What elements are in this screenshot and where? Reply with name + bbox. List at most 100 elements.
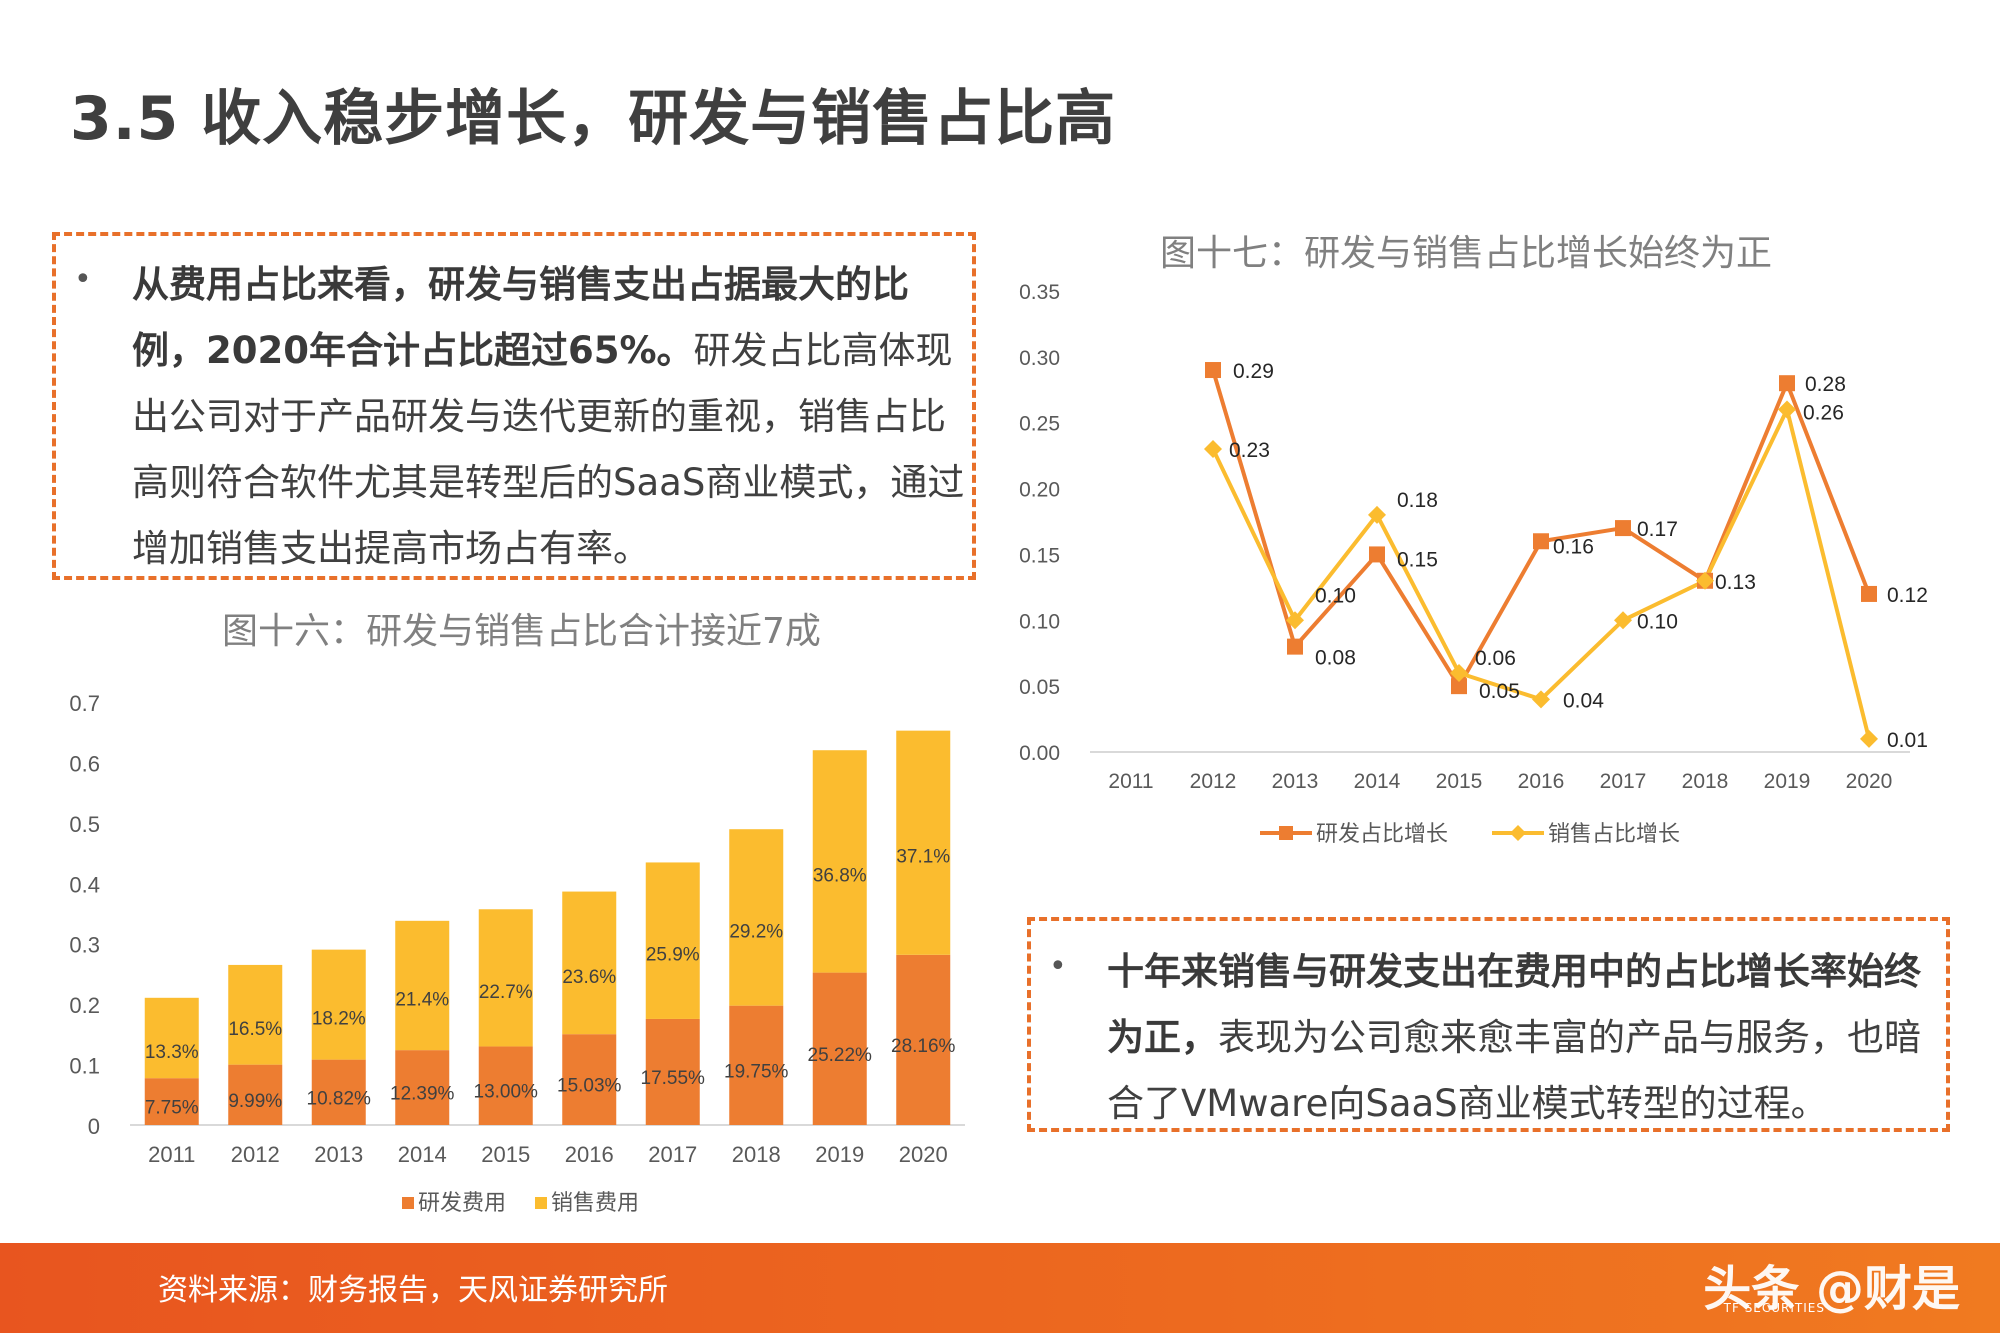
bar-segment (645, 862, 700, 1019)
x-tick-label: 2013 (1272, 770, 1319, 793)
legend-label: 销售占比增长 (1548, 821, 1680, 846)
x-tick-label: 2015 (481, 1142, 530, 1167)
series-line (1211, 369, 1871, 689)
y-tick-label: 0.1 (69, 1054, 100, 1079)
stacked-bar-chart: 0 0.1 0.2 0.3 0.4 0.5 0.6 0.7 7.75% 13.3% 2011 9.99… (69, 691, 965, 1215)
summary-body: 研发占比高体现出公司对于产品研发与迭代更新的重视，销售占比高则符合软件尤其是转型… (132, 329, 965, 570)
data-point (1696, 571, 1714, 590)
data-point (1614, 611, 1632, 630)
data-label: 0.29 (1233, 360, 1274, 383)
page-title: 3.5 收入稳步增长，研发与销售占比高 (70, 84, 1117, 154)
bar-segment (896, 954, 951, 1125)
summary-highlight: 从费用占比来看，研发与销售支出占据最大的比例，2020年合计占比超过65%。 (132, 263, 909, 372)
line-chart: 0.00 0.05 0.10 0.15 0.20 0.25 0.30 0.35 2011 2012… (1019, 281, 1928, 846)
data-label: 0.10 (1637, 610, 1678, 633)
legend-swatch (402, 1197, 414, 1209)
y-tick-label: 0.2 (69, 993, 100, 1018)
legend-label: 销售费用 (551, 1190, 639, 1215)
data-label: 0.01 (1887, 729, 1928, 752)
logo-subtext: TF SECURITIES (1723, 1301, 1825, 1315)
data-point (1369, 546, 1385, 563)
data-point (1860, 729, 1878, 748)
series-line (1211, 407, 1871, 740)
summary-body: 表现为公司愈来愈丰富的产品与服务，也暗合了VMware向SaaS商业模式转型的过… (1107, 1016, 1921, 1125)
x-tick-label: 2012 (231, 1142, 280, 1167)
x-tick-label: 2019 (1764, 770, 1811, 793)
data-label: 0.04 (1563, 689, 1604, 712)
data-point (1287, 638, 1303, 655)
data-label: 0.15 (1397, 548, 1438, 571)
x-tick-label: 2015 (1436, 770, 1483, 793)
bar-segment (812, 972, 867, 1125)
data-label: 0.05 (1479, 680, 1520, 703)
source-note: 资料来源：财务报告，天风证券研究所 (158, 1273, 668, 1308)
y-tick-label: 0.5 (69, 812, 100, 837)
x-tick-label: 2013 (314, 1142, 363, 1167)
bar-segment (729, 829, 784, 1006)
bar-segment (228, 964, 283, 1065)
data-point (1533, 533, 1549, 550)
x-tick-label: 2019 (815, 1142, 864, 1167)
x-tick-label: 2016 (565, 1142, 614, 1167)
data-label: 17.55% (641, 1068, 706, 1089)
data-label: 0.06 (1475, 647, 1516, 670)
x-tick-label: 2014 (1354, 770, 1401, 793)
watermark: 头条 @财是 (1703, 1261, 1960, 1317)
data-label: 0.13 (1715, 571, 1756, 594)
y-tick-label: 0.7 (69, 691, 100, 716)
y-tick-label: 0.00 (1019, 742, 1060, 765)
y-tick-label: 0.05 (1019, 676, 1060, 699)
data-point (1368, 505, 1386, 524)
x-tick-label: 2018 (732, 1142, 781, 1167)
y-tick-label: 0 (88, 1114, 100, 1139)
bar-segment (896, 730, 951, 955)
legend-swatch (535, 1197, 547, 1209)
bar-segment (144, 1078, 199, 1125)
legend-marker (1510, 825, 1526, 841)
data-label: 0.10 (1315, 584, 1356, 607)
y-tick-label: 0.25 (1019, 413, 1060, 436)
bullet-icon: • (74, 262, 92, 297)
bar-segment (812, 750, 867, 973)
footer-bar: 资料来源：财务报告，天风证券研究所 头条 @财是 TF SECURITIES (0, 1243, 2000, 1333)
data-label: 23.6% (562, 967, 616, 988)
bar-segment (645, 1018, 700, 1125)
x-tick-label: 2011 (148, 1142, 195, 1167)
bar-segment (144, 997, 199, 1079)
data-label: 15.03% (557, 1076, 622, 1097)
data-label: 19.75% (724, 1061, 789, 1082)
data-label: 9.99% (228, 1091, 282, 1112)
y-tick-label: 0.20 (1019, 479, 1060, 502)
data-point (1778, 400, 1796, 419)
bullet-icon: • (1049, 949, 1067, 984)
bar-segment (562, 1034, 617, 1125)
data-label: 0.08 (1315, 647, 1356, 670)
data-point (1286, 611, 1304, 630)
x-tick-label: 2014 (398, 1142, 447, 1167)
data-label: 37.1% (896, 847, 950, 868)
data-label: 0.16 (1553, 535, 1594, 558)
data-label: 0.26 (1803, 402, 1844, 425)
legend-marker (1279, 826, 1293, 840)
data-label: 25.9% (646, 945, 700, 966)
bar-segment (478, 1046, 533, 1125)
summary-box-growth: • 十年来销售与研发支出在费用中的占比增长率始终为正，表现为公司愈来愈丰富的产品… (1027, 917, 1950, 1132)
data-label: 28.16% (891, 1036, 956, 1057)
summary-text-costs: 从费用占比来看，研发与销售支出占据最大的比例，2020年合计占比超过65%。研发… (132, 252, 967, 582)
data-label: 10.82% (307, 1088, 372, 1109)
y-tick-label: 0.3 (69, 933, 100, 958)
data-label: 13.00% (474, 1082, 539, 1103)
summary-box-costs: • 从费用占比来看，研发与销售支出占据最大的比例，2020年合计占比超过65%。… (52, 232, 976, 580)
bar-segment (562, 891, 617, 1035)
y-tick-label: 0.35 (1019, 281, 1060, 304)
data-label: 12.39% (390, 1084, 455, 1105)
data-point (1205, 362, 1221, 379)
summary-text-growth: 十年来销售与研发支出在费用中的占比增长率始终为正，表现为公司愈来愈丰富的产品与服… (1107, 939, 1937, 1137)
data-label: 29.2% (729, 921, 783, 942)
data-label: 0.18 (1397, 489, 1438, 512)
data-label: 16.5% (228, 1019, 282, 1040)
data-point (1450, 663, 1468, 682)
data-point (1451, 678, 1467, 695)
data-label: 21.4% (395, 989, 449, 1010)
legend-label: 研发费用 (418, 1190, 506, 1215)
